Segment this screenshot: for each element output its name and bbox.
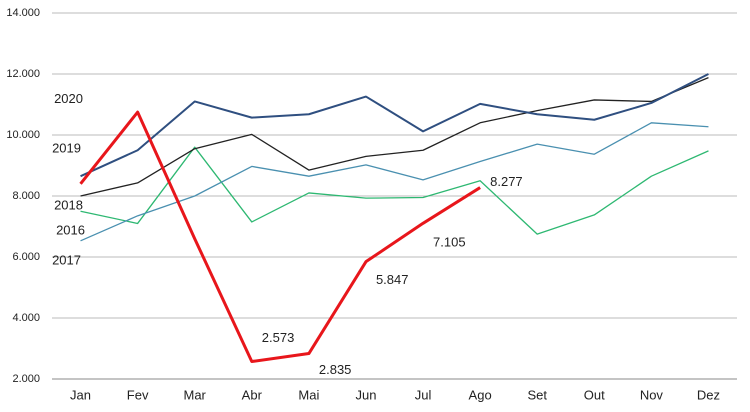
x-tick-label: Abr bbox=[242, 387, 263, 402]
value-label: 5.847 bbox=[376, 272, 409, 287]
y-tick-label: 4.000 bbox=[12, 312, 40, 324]
x-tick-label: Mai bbox=[298, 387, 319, 402]
series-line bbox=[80, 77, 709, 197]
x-tick-label: Dez bbox=[697, 387, 720, 402]
y-tick-label: 10.000 bbox=[6, 129, 40, 141]
y-tick-label: 6.000 bbox=[12, 251, 40, 263]
x-tick-label: Set bbox=[527, 387, 547, 402]
series-label: 2020 bbox=[54, 91, 83, 106]
value-label: 2.835 bbox=[319, 362, 352, 377]
x-tick-label: Jun bbox=[355, 387, 376, 402]
x-tick-label: Ago bbox=[469, 387, 492, 402]
x-tick-label: Nov bbox=[640, 387, 664, 402]
value-label: 7.105 bbox=[433, 235, 466, 250]
y-tick-label: 8.000 bbox=[12, 190, 40, 202]
series-label: 2018 bbox=[54, 197, 83, 212]
x-tick-label: Jul bbox=[415, 387, 432, 402]
x-tick-label: Fev bbox=[127, 387, 149, 402]
value-label: 8.277 bbox=[490, 174, 523, 189]
y-tick-label: 12.000 bbox=[6, 68, 40, 80]
series-line bbox=[79, 110, 481, 364]
y-tick-label: 2.000 bbox=[12, 373, 40, 385]
value-label: 2.573 bbox=[262, 330, 295, 345]
series-line bbox=[80, 122, 709, 242]
series-label: 2016 bbox=[56, 223, 85, 238]
y-tick-label: 14.000 bbox=[6, 7, 40, 19]
series-label: 2017 bbox=[52, 252, 81, 267]
series-label: 2019 bbox=[52, 141, 81, 156]
series-line bbox=[80, 146, 709, 235]
series-line bbox=[80, 73, 709, 178]
x-tick-label: Jan bbox=[70, 387, 91, 402]
x-tick-label: Out bbox=[584, 387, 605, 402]
x-tick-label: Mar bbox=[184, 387, 207, 402]
